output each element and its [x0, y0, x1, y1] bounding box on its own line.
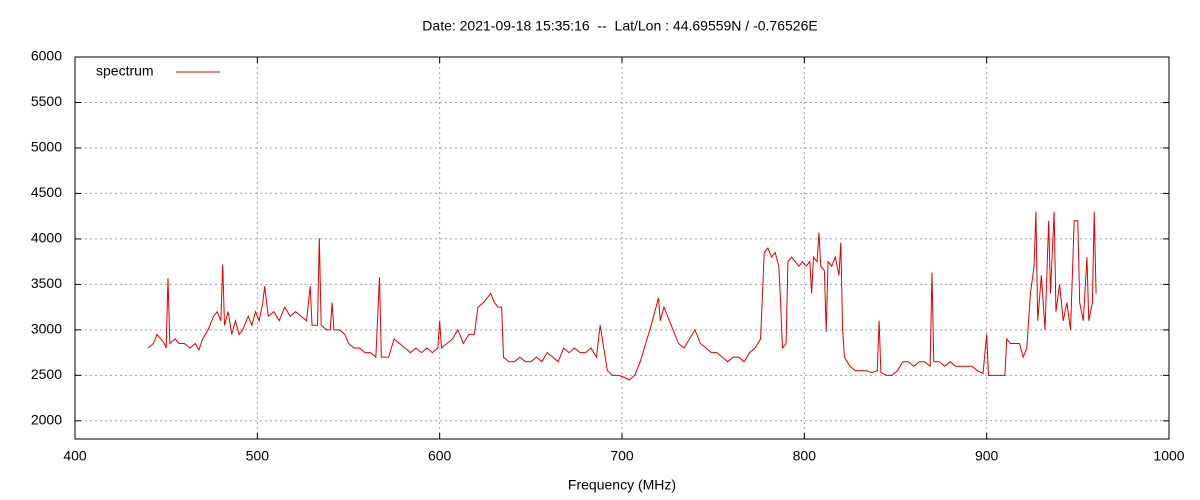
y-tick-label: 2500: [31, 366, 62, 382]
y-tick-label: 5500: [31, 93, 62, 109]
x-tick-label: 900: [975, 448, 999, 464]
line-series: [147, 211, 1097, 381]
x-tick-label: 800: [793, 448, 817, 464]
x-tick-label: 1000: [1153, 448, 1184, 464]
x-axis-label: Frequency (MHz): [568, 477, 676, 493]
y-tick-label: 3000: [31, 321, 62, 337]
chart-title: Date: 2021-09-18 15:35:16 -- Lat/Lon : 4…: [422, 18, 817, 34]
y-tick-label: 4000: [31, 230, 62, 246]
y-tick-label: 5000: [31, 139, 62, 155]
x-tick-label: 500: [246, 448, 270, 464]
y-tick-label: 4500: [31, 184, 62, 200]
y-tick-label: 2000: [31, 412, 62, 428]
plot-frame: [74, 56, 1170, 440]
y-tick-label: 6000: [31, 48, 62, 64]
y-tick-label: 3500: [31, 275, 62, 291]
x-tick-label: 600: [428, 448, 452, 464]
legend-label: spectrum: [96, 63, 154, 79]
x-tick-label: 700: [610, 448, 634, 464]
x-tick-label: 400: [63, 448, 87, 464]
